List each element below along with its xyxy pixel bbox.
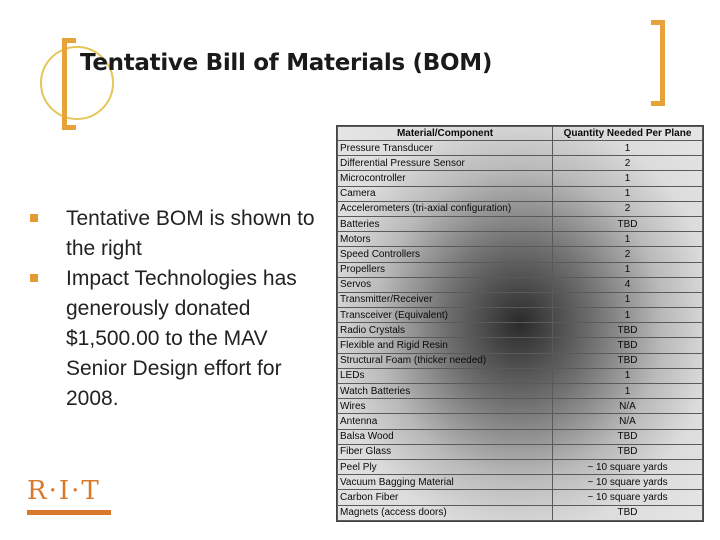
decorative-circle (40, 46, 114, 120)
table-row: Motors 1 (337, 231, 703, 248)
quantity-cell: TBD (552, 352, 703, 369)
header-material: Material/Component (337, 126, 553, 141)
material-cell: Speed Controllers (337, 246, 553, 263)
table-row: Peel Ply ~ 10 square yards (337, 458, 703, 476)
material-cell: Wires (337, 398, 553, 415)
bom-table-image: Material/Component Quantity Needed Per P… (336, 125, 704, 522)
table-row: Vacuum Bagging Material ~ 10 square yards (337, 474, 703, 491)
table-row: Radio Crystals TBD (337, 322, 703, 339)
material-cell: Transmitter/Receiver (337, 291, 553, 309)
quantity-cell: 1 (552, 231, 703, 248)
decorative-left-bracket (62, 38, 76, 130)
material-cell: Structural Foam (thicker needed) (337, 352, 553, 369)
header-quantity: Quantity Needed Per Plane (552, 126, 703, 141)
slide-title: Tentative Bill of Materials (BOM) (80, 50, 493, 76)
table-row: Wires N/A (337, 398, 703, 415)
quantity-cell: TBD (552, 215, 703, 233)
table-row: Camera 1 (337, 185, 703, 202)
material-cell: Flexible and Rigid Resin (337, 337, 553, 354)
material-cell: Magnets (access doors) (337, 504, 553, 521)
quantity-cell: 1 (552, 185, 703, 202)
table-row: Differential Pressure Sensor 2 (337, 155, 703, 172)
rit-logo: R·I·T (27, 476, 113, 518)
table-row: Batteries TBD (337, 215, 703, 233)
table-row: Watch Batteries 1 (337, 382, 703, 400)
table-row: LEDs 1 (337, 367, 703, 385)
table-row: Accelerometers (tri-axial configuration)… (337, 200, 703, 217)
quantity-cell: 1 (552, 307, 703, 324)
table-row: Antenna N/A (337, 413, 703, 430)
table-row: Magnets (access doors) TBD (337, 504, 703, 521)
table-row: Carbon Fiber ~ 10 square yards (337, 489, 703, 506)
material-cell: Vacuum Bagging Material (337, 474, 553, 491)
table-row: Servos 4 (337, 276, 703, 293)
bullet-list: Tentative BOM is shown to the right Impa… (30, 204, 320, 414)
quantity-cell: 4 (552, 276, 703, 293)
quantity-cell: 1 (552, 291, 703, 309)
material-cell: Pressure Transducer (337, 139, 553, 157)
material-cell: Batteries (337, 215, 553, 233)
quantity-cell: 1 (552, 382, 703, 400)
material-cell: Carbon Fiber (337, 489, 553, 506)
quantity-cell: TBD (552, 443, 703, 460)
material-cell: Differential Pressure Sensor (337, 155, 553, 172)
material-cell: Camera (337, 185, 553, 202)
quantity-cell: TBD (552, 337, 703, 354)
table-row: Flexible and Rigid Resin TBD (337, 337, 703, 354)
table-row: Transmitter/Receiver 1 (337, 291, 703, 309)
table-row: Pressure Transducer 1 (337, 139, 703, 157)
quantity-cell: ~ 10 square yards (552, 458, 703, 476)
material-cell: Watch Batteries (337, 382, 553, 400)
quantity-cell: 1 (552, 261, 703, 278)
material-cell: Radio Crystals (337, 322, 553, 339)
quantity-cell: ~ 10 square yards (552, 489, 703, 506)
table-row: Microcontroller 1 (337, 170, 703, 187)
material-cell: Peel Ply (337, 458, 553, 476)
quantity-cell: N/A (552, 398, 703, 415)
table-row: Balsa Wood TBD (337, 428, 703, 445)
quantity-cell: 1 (552, 367, 703, 385)
material-cell: Antenna (337, 413, 553, 430)
quantity-cell: N/A (552, 413, 703, 430)
quantity-cell: 2 (552, 200, 703, 217)
quantity-cell: TBD (552, 322, 703, 339)
quantity-cell: 2 (552, 155, 703, 172)
material-cell: Microcontroller (337, 170, 553, 187)
rit-logo-underline (27, 510, 111, 515)
bullet-item: Tentative BOM is shown to the right (30, 204, 320, 264)
material-cell: Accelerometers (tri-axial configuration) (337, 200, 553, 217)
material-cell: Fiber Glass (337, 443, 553, 460)
quantity-cell: TBD (552, 428, 703, 445)
bullet-text: Tentative BOM is shown to the right (66, 207, 315, 260)
quantity-cell: 1 (552, 170, 703, 187)
bullet-text: Impact Technologies has generously donat… (66, 267, 297, 410)
bullet-square-icon (30, 214, 38, 222)
table-row: Speed Controllers 2 (337, 246, 703, 263)
quantity-cell: 1 (552, 139, 703, 157)
bullet-square-icon (30, 274, 38, 282)
material-cell: Propellers (337, 261, 553, 278)
bullet-item: Impact Technologies has generously donat… (30, 264, 320, 414)
table-row: Propellers 1 (337, 261, 703, 278)
material-cell: Servos (337, 276, 553, 293)
rit-logo-text: R·I·T (27, 476, 101, 506)
material-cell: Transceiver (Equivalent) (337, 307, 553, 324)
table-row: Fiber Glass TBD (337, 443, 703, 460)
bom-table: Material/Component Quantity Needed Per P… (337, 126, 703, 521)
quantity-cell: 2 (552, 246, 703, 263)
material-cell: LEDs (337, 367, 553, 385)
quantity-cell: ~ 10 square yards (552, 474, 703, 491)
table-row: Transceiver (Equivalent) 1 (337, 307, 703, 324)
material-cell: Balsa Wood (337, 428, 553, 445)
decorative-right-bracket (651, 20, 665, 106)
material-cell: Motors (337, 231, 553, 248)
table-row: Structural Foam (thicker needed) TBD (337, 352, 703, 369)
bom-header-row: Material/Component Quantity Needed Per P… (337, 126, 703, 141)
quantity-cell: TBD (552, 504, 703, 521)
